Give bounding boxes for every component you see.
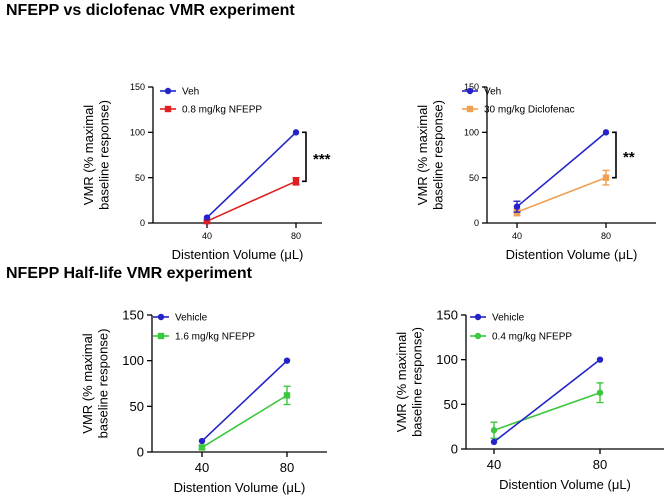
data-point: [283, 357, 291, 364]
y-tick-label: 50: [130, 399, 144, 414]
data-point: [292, 178, 300, 185]
significance-label: **: [623, 149, 635, 166]
legend-label: Veh: [484, 87, 501, 98]
legend-marker: [474, 332, 482, 340]
y-axis-label: VMR (% maximalbaseline response): [415, 100, 446, 210]
x-tick-label: 40: [195, 460, 209, 475]
series-line-1: [206, 180, 297, 222]
x-axis-label: Distention Volume (μL): [174, 480, 306, 495]
data-point: [602, 129, 610, 136]
data-point: [198, 437, 206, 445]
data-point: [602, 174, 610, 181]
legend-marker: [466, 105, 474, 113]
chart-diclofenac-vs-veh: 0 50 100 150 40 80 Distention Volume (μL) VMR (…: [415, 82, 656, 262]
y-tick-label: 50: [469, 173, 479, 183]
y-axis-label: VMR (% maximalbaseline response): [80, 329, 111, 439]
x-tick-label: 40: [512, 231, 522, 241]
x-axis-label: Distention Volume (μL): [499, 477, 631, 492]
legend-label: Vehicle: [492, 313, 525, 324]
y-axis-label: VMR (% maximalbaseline response): [394, 327, 425, 437]
x-tick-label: 40: [202, 231, 212, 241]
series-line-0: [493, 359, 601, 443]
x-tick-label: 80: [280, 460, 294, 475]
data-point: [596, 389, 604, 396]
y-tick-label: 0: [451, 442, 458, 457]
data-point: [292, 129, 300, 136]
legend-marker: [157, 332, 165, 340]
y-tick-label: 0: [140, 218, 145, 228]
x-axis-label: Distention Volume (μL): [506, 247, 638, 262]
series-line-0: [206, 131, 297, 219]
legend-label: 0.4 mg/kg NFEPP: [492, 332, 572, 343]
y-tick-label: 50: [444, 397, 458, 412]
y-axis-label-line: VMR (% maximal: [415, 105, 430, 206]
y-tick-label: 150: [122, 308, 144, 323]
data-point: [596, 356, 604, 363]
y-tick-label: 100: [130, 127, 145, 137]
chart-nfepp-vs-veh: 0 50 100 150 40 80 Distention Volume (μL) VMR (…: [81, 82, 331, 262]
x-tick-label: 40: [487, 457, 501, 472]
chart-nfepp-1-6-half-life: 0 50 100 150 40 80 Distention Volume (μL) VMR (…: [80, 308, 327, 495]
series-line-1: [201, 394, 288, 449]
y-tick-label: 100: [122, 353, 144, 368]
x-tick-label: 80: [291, 231, 301, 241]
y-axis-label-line: baseline response): [97, 100, 112, 210]
data-point: [203, 214, 211, 221]
y-axis-label-line: baseline response): [431, 100, 446, 210]
series-line-1: [493, 391, 601, 431]
y-tick-label: 50: [135, 173, 145, 183]
legend-marker: [474, 313, 482, 321]
y-tick-label: 150: [436, 308, 458, 323]
series-line-1: [516, 176, 607, 213]
significance-bracket: [302, 131, 307, 183]
legend-marker: [157, 313, 165, 321]
y-axis-label: VMR (% maximalbaseline response): [81, 100, 112, 210]
data-point: [490, 438, 498, 446]
data-point: [203, 217, 211, 225]
y-tick-label: 150: [464, 82, 479, 92]
significance-bracket: [612, 131, 617, 179]
significance-label: ***: [313, 151, 331, 168]
series-line-0: [201, 360, 288, 442]
section-title-diclofenac: NFEPP vs diclofenac VMR experiment: [6, 2, 295, 19]
y-tick-label: 150: [130, 82, 145, 92]
y-tick-label: 0: [137, 445, 144, 460]
legend-label: 30 mg/kg Diclofenac: [484, 105, 575, 116]
data-point: [198, 444, 206, 451]
y-axis-label-line: baseline response): [410, 327, 425, 437]
y-axis-label-line: VMR (% maximal: [80, 333, 95, 434]
chart-nfepp-0-4-half-life: 0 50 100 150 40 80 Distention Volume (μL) VMR (…: [394, 308, 664, 492]
data-point: [513, 203, 521, 210]
legend-marker: [466, 87, 474, 95]
legend-label: 0.8 mg/kg NFEPP: [182, 105, 262, 116]
y-tick-label: 100: [436, 352, 458, 367]
legend-label: Vehicle: [175, 313, 208, 324]
legend-marker: [164, 87, 172, 95]
legend-label: Veh: [182, 87, 199, 98]
legend-marker: [164, 105, 172, 113]
data-point: [283, 392, 291, 399]
x-tick-label: 80: [601, 231, 611, 241]
legend-label: 1.6 mg/kg NFEPP: [175, 332, 255, 343]
x-axis-label: Distention Volume (μL): [172, 247, 304, 262]
y-axis-label-line: baseline response): [96, 329, 111, 439]
y-axis-label-line: VMR (% maximal: [394, 332, 409, 433]
series-line-0: [516, 131, 607, 208]
section-title-half-life: NFEPP Half-life VMR experiment: [6, 265, 252, 282]
y-tick-label: 0: [474, 218, 479, 228]
data-point: [490, 427, 498, 434]
x-tick-label: 80: [593, 457, 607, 472]
y-tick-label: 100: [464, 127, 479, 137]
y-axis-label-line: VMR (% maximal: [81, 105, 96, 206]
